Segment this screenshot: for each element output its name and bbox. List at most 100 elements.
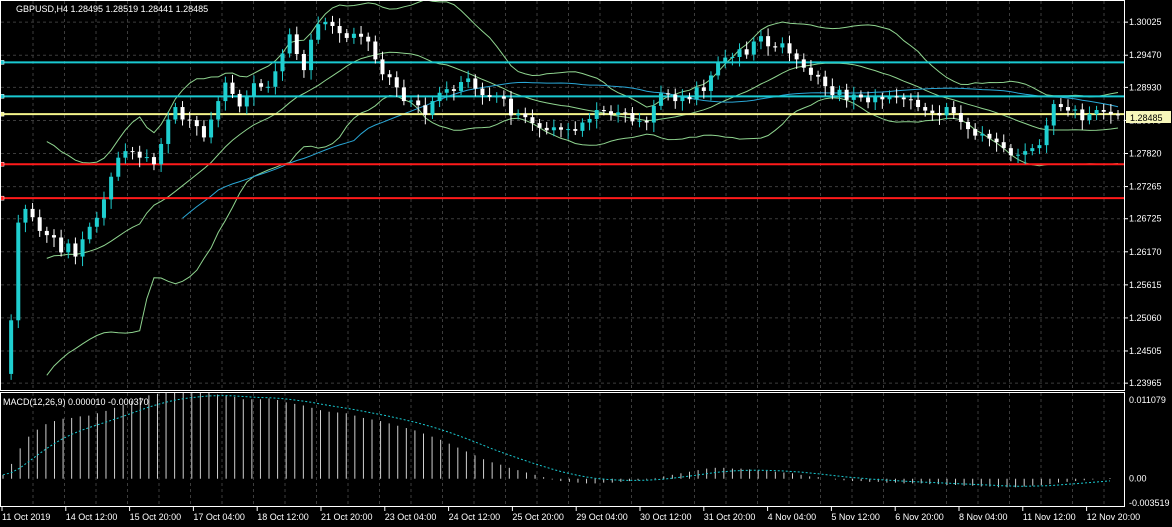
candle-bear <box>230 82 235 94</box>
candle-bear <box>201 126 206 138</box>
candle-bear <box>1101 110 1106 112</box>
candle-bear <box>973 129 978 136</box>
ma-long <box>182 81 1119 219</box>
price-tick-label: 1.28930 <box>1129 82 1162 92</box>
time-tick-label: 11 Oct 2019 <box>2 512 50 522</box>
price-tick-label: 1.26725 <box>1129 214 1162 224</box>
time-tick-label: 6 Nov 20:00 <box>895 512 944 522</box>
candle-bull <box>566 129 571 131</box>
time-tick-label: 31 Oct 20:00 <box>704 512 756 522</box>
candle-bear <box>987 133 992 139</box>
price-tick-label: 1.30025 <box>1129 17 1162 27</box>
time-tick-label: 14 Oct 12:00 <box>66 512 118 522</box>
price-axis: 1.300251.294701.289301.283751.278201.272… <box>1124 17 1162 388</box>
candle-bull <box>851 94 856 100</box>
candle-bull <box>409 100 414 102</box>
time-tick-label: 25 Oct 20:00 <box>512 512 564 522</box>
time-tick-label: 4 Nov 04:00 <box>768 512 817 522</box>
candle-bear <box>966 121 971 130</box>
horizontal-levels[interactable] <box>0 60 1124 201</box>
candle-bull <box>616 112 621 115</box>
time-tick-label: 17 Oct 04:00 <box>193 512 245 522</box>
candle-bear <box>808 67 813 75</box>
price-candles <box>9 15 1120 380</box>
price-tick-label: 1.26170 <box>1129 247 1162 257</box>
candle-bear <box>1066 107 1071 111</box>
candle-bear <box>366 36 371 42</box>
candle-bull <box>651 105 656 123</box>
candle-bear <box>394 77 399 88</box>
candle-bull <box>980 133 985 136</box>
candle-bear <box>1116 114 1120 116</box>
level-handle <box>0 161 5 167</box>
candle-bear <box>559 127 563 130</box>
candle-bear <box>451 89 456 91</box>
candle-bull <box>1094 110 1099 115</box>
candle-bear <box>530 117 535 124</box>
candle-bear <box>1058 104 1063 108</box>
level-handle <box>0 111 5 117</box>
candle-bear <box>908 99 913 101</box>
candle-bear <box>880 96 885 100</box>
candle-bull <box>708 75 713 91</box>
candle-bull <box>109 176 114 200</box>
current-price-label: 1.28485 <box>1130 113 1163 123</box>
candle-bear <box>423 105 428 115</box>
candle-bear <box>994 138 999 143</box>
time-tick-label: 29 Oct 04:00 <box>576 512 628 522</box>
candle-bear <box>937 112 942 116</box>
moving-average-line <box>182 81 1119 219</box>
price-tick-label: 1.27265 <box>1129 182 1162 192</box>
time-tick-label: 24 Oct 12:00 <box>449 512 501 522</box>
candle-bull <box>730 56 735 58</box>
time-tick-label: 30 Oct 12:00 <box>640 512 692 522</box>
time-tick-label: 15 Oct 20:00 <box>130 512 182 522</box>
band-upper <box>46 0 1119 164</box>
candle-bull <box>323 21 328 25</box>
candle-bear <box>573 129 578 131</box>
candle-bear <box>187 119 192 121</box>
candle-bear <box>766 36 771 47</box>
candle-bull <box>780 43 785 48</box>
candle-bear <box>44 230 49 236</box>
candle-bear <box>901 97 906 100</box>
candle-bull <box>680 96 685 102</box>
candle-bull <box>587 118 592 123</box>
candle-bear <box>687 96 692 100</box>
candle-bear <box>480 88 485 96</box>
candle-bear <box>623 112 628 114</box>
candle-bear <box>1080 109 1085 121</box>
time-tick-label: 8 Nov 04:00 <box>959 512 1008 522</box>
time-tick-label: 11 Nov 12:00 <box>1023 512 1076 522</box>
candle-bull <box>209 119 214 138</box>
time-axis: 11 Oct 2019 14 Oct 12:00 15 Oct 20:00 17 Oc… <box>1 506 1140 522</box>
candle-bear <box>373 41 378 60</box>
candle-bear <box>337 26 342 34</box>
candle-bull <box>1023 151 1028 155</box>
candle-bear <box>330 21 335 27</box>
candle-bull <box>1037 145 1042 149</box>
candle-bear <box>294 34 299 55</box>
time-tick-label: 5 Nov 12:00 <box>831 512 880 522</box>
candle-bull <box>116 157 121 177</box>
candle-bull <box>551 127 556 131</box>
candle-bull <box>216 101 221 120</box>
candle-bull <box>873 96 878 103</box>
macd-pane-border <box>0 392 1125 507</box>
candle-bear <box>301 54 306 71</box>
candle-bull <box>23 208 28 223</box>
symbol-info: GBPUSD,H4 1.28495 1.28519 1.28441 1.2848… <box>16 4 208 14</box>
candle-bear <box>801 59 806 68</box>
candle-bear <box>701 87 706 91</box>
candle-bull <box>637 120 642 122</box>
candle-bull <box>9 320 14 374</box>
candle-bear <box>180 107 185 120</box>
price-tick-label: 1.27820 <box>1129 149 1162 159</box>
candle-bear <box>787 43 792 54</box>
candle-bull <box>751 41 756 55</box>
candle-bear <box>487 95 492 97</box>
candle-bull <box>723 57 728 63</box>
